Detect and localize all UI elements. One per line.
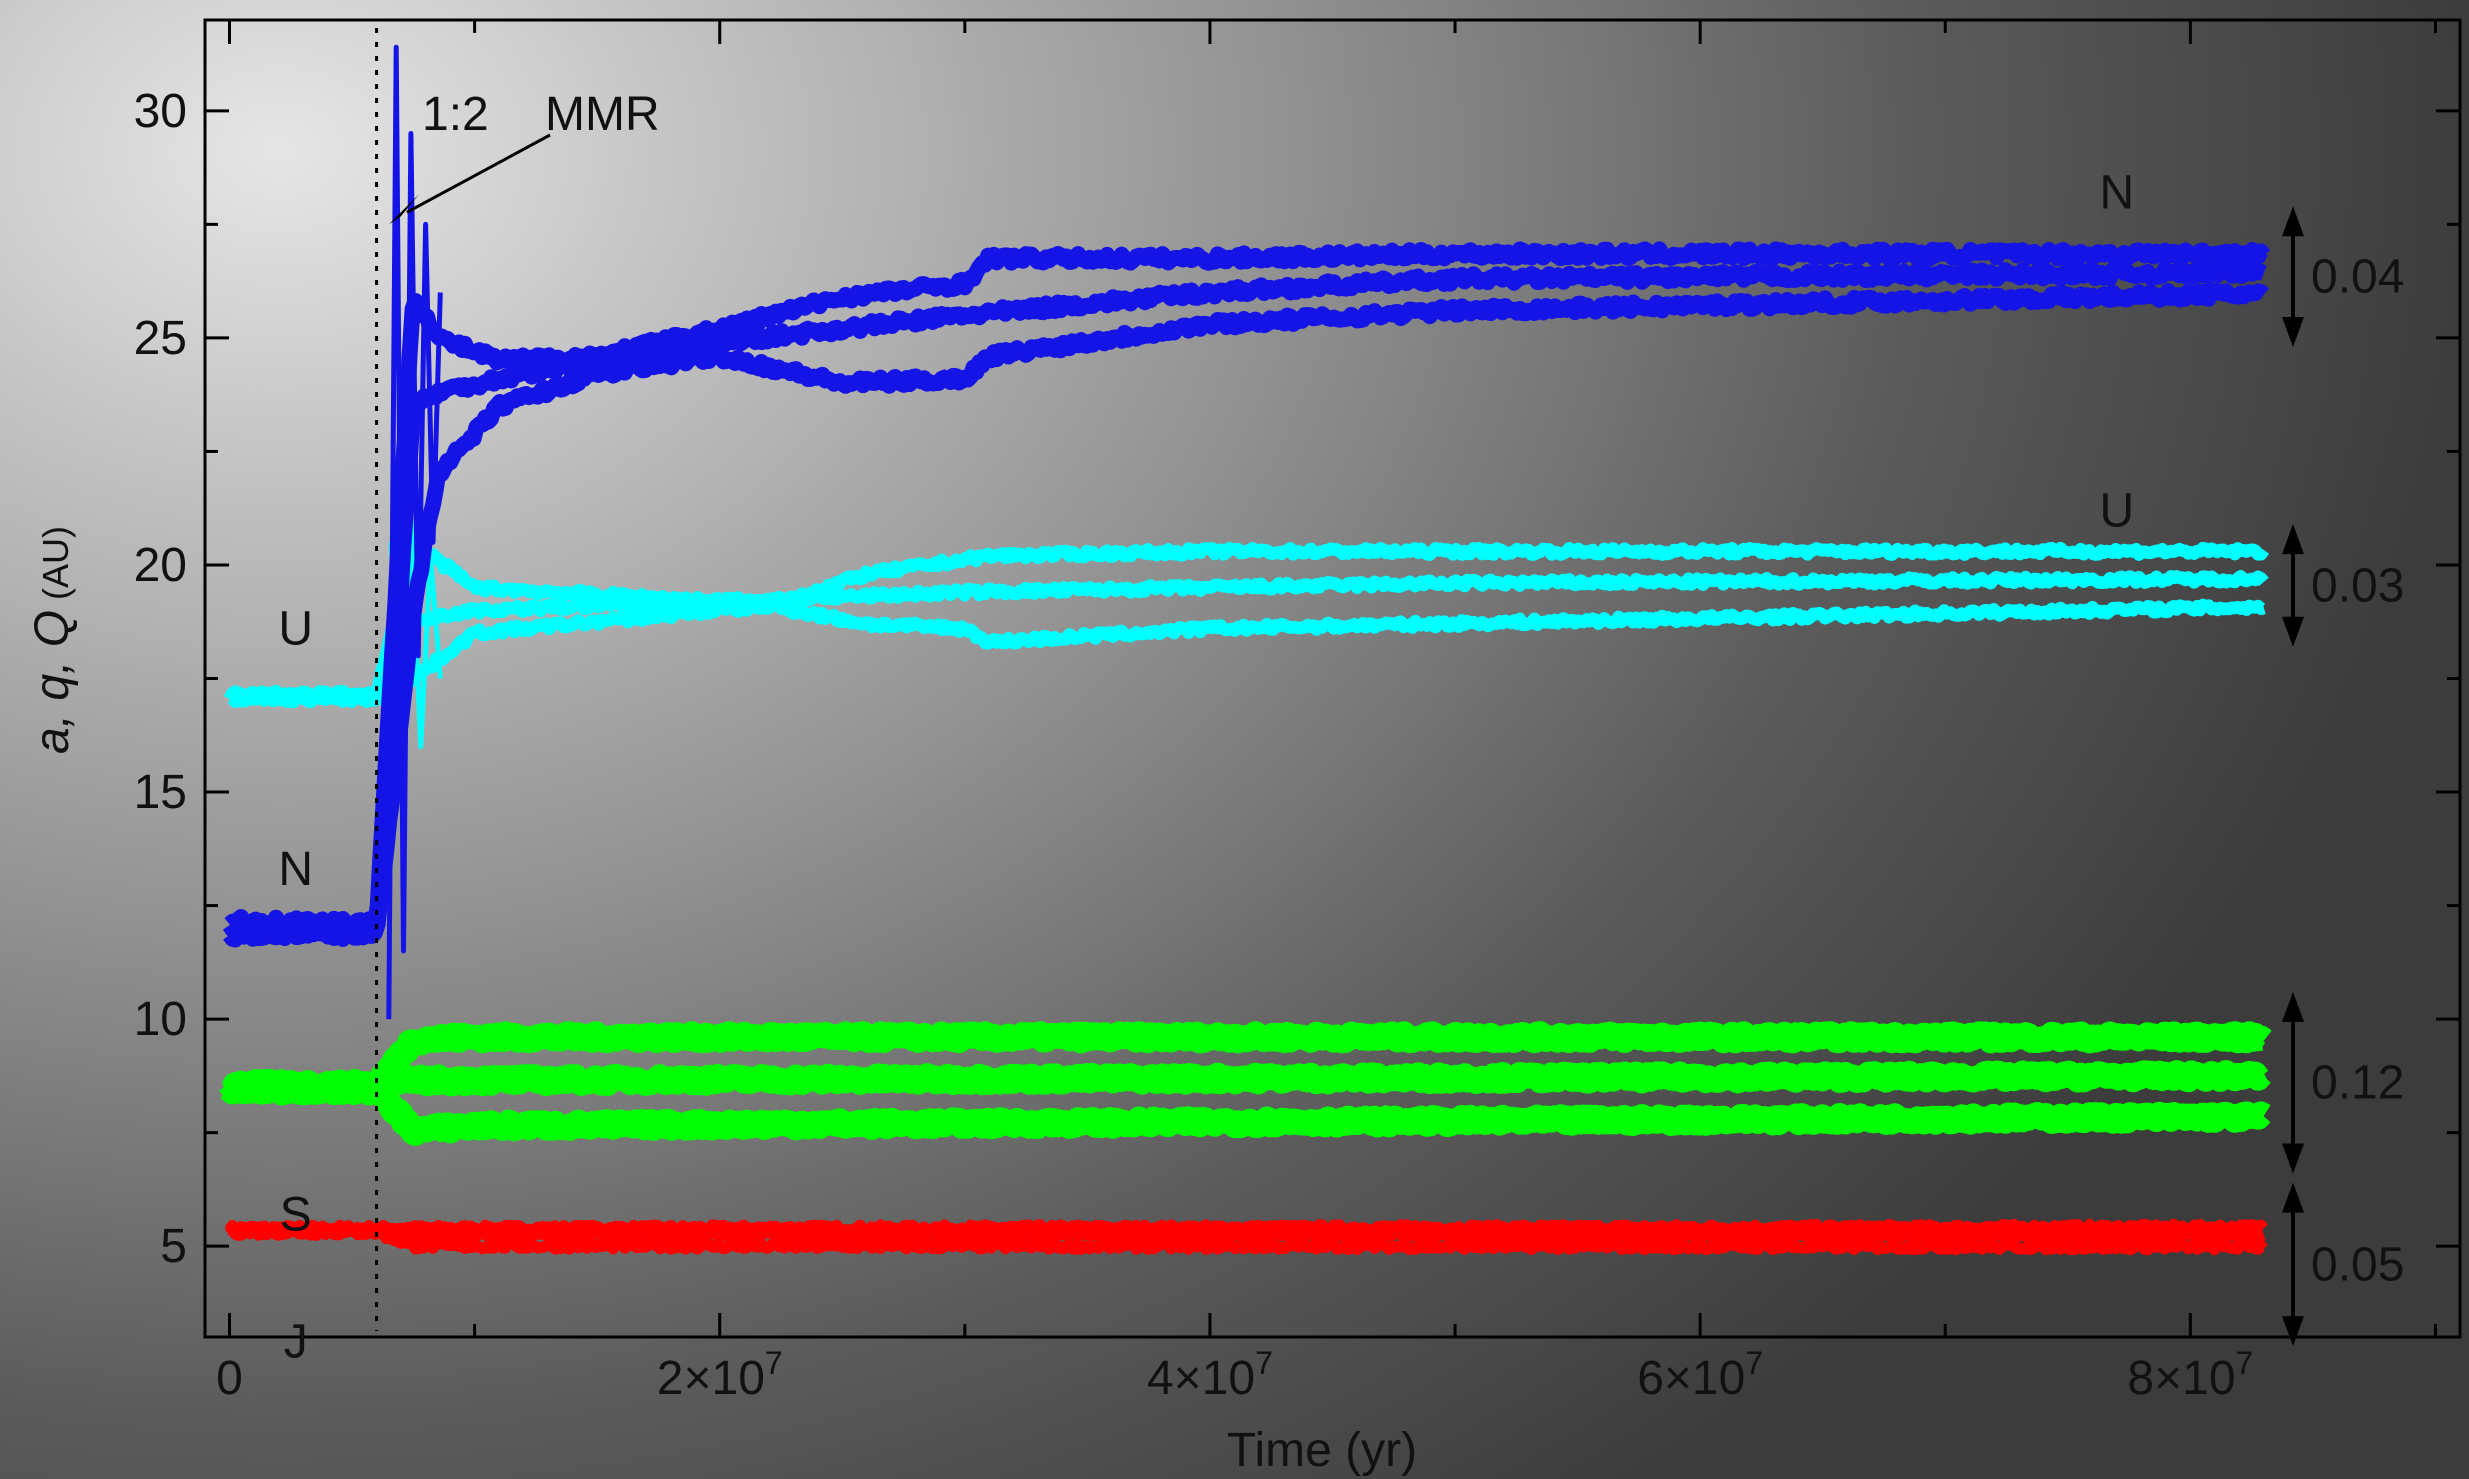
y-axis-label-symbols: a, q, Q [26, 610, 79, 754]
series-U-q-line [226, 598, 2268, 709]
series-N-a-line [222, 260, 2269, 941]
x-tick-label: 8×107 [2127, 1345, 2253, 1405]
y-tick-label: 25 [134, 312, 187, 365]
x-axis-label: Time (yr) [1227, 1424, 1417, 1477]
mmr-arrow-line [406, 133, 551, 214]
y-axis-label: a, q, Q (AU) [26, 526, 79, 754]
planet-label-S: S [280, 1188, 312, 1241]
eccentricity-arrow-head-up [2282, 206, 2304, 237]
y-tick-label: 5 [160, 1220, 187, 1273]
series-S-Q-line [219, 1021, 2274, 1101]
eccentricity-arrow-head-down [2282, 316, 2304, 347]
x-tick-label: 0 [216, 1352, 243, 1405]
eccentricity-arrow-head-down [2282, 1316, 2304, 1347]
series-J-Q-line [224, 1218, 2268, 1237]
x-tick-mantissa: 6×10 [1637, 1352, 1745, 1405]
eccentricity-arrow-head-down [2282, 1143, 2304, 1174]
x-tick-exponent: 7 [1255, 1345, 1273, 1381]
x-tick-exponent: 7 [1745, 1345, 1763, 1381]
data-series-group [219, 44, 2274, 1256]
x-tick-mantissa: 4×10 [1147, 1352, 1255, 1405]
eccentricity-arrow-head-up [2282, 991, 2304, 1022]
mmr-annotation-ratio: 1:2 [422, 88, 489, 141]
y-tick-label: 10 [134, 993, 187, 1046]
mmr-arrow-head [388, 194, 419, 225]
x-tick-label: 2×107 [657, 1345, 783, 1405]
x-tick-mantissa: 0 [216, 1352, 243, 1405]
x-tick-mantissa: 2×10 [657, 1352, 765, 1405]
series-J-a-line [226, 1222, 2267, 1245]
eccentricity-arrow-head-down [2282, 616, 2304, 647]
series-J-q-line [224, 1224, 2268, 1256]
mmr-annotation-text: MMR [545, 88, 660, 141]
eccentricity-arrow-head-up [2282, 524, 2304, 555]
x-tick-mantissa: 8×10 [2127, 1352, 2235, 1405]
x-tick-label: 4×107 [1147, 1345, 1273, 1405]
eccentricity-label: 0.04 [2311, 251, 2404, 304]
series-N-transient-line [386, 44, 443, 1020]
x-tick-exponent: 7 [2236, 1345, 2254, 1381]
eccentricity-label: 0.12 [2311, 1057, 2404, 1110]
series-U-a-line [223, 570, 2269, 707]
planet-label-J: J [284, 1316, 308, 1369]
eccentricity-label: 0.05 [2311, 1238, 2404, 1291]
x-tick-label: 6×107 [1637, 1345, 1763, 1405]
axes-group [205, 20, 2460, 1347]
series-N-q-line [223, 282, 2269, 948]
series-U-Q-line [226, 534, 2270, 704]
eccentricity-label: 0.03 [2311, 559, 2404, 612]
y-tick-label: 30 [134, 85, 187, 138]
planet-label-N: N [278, 843, 313, 896]
y-axis-label-unit: (AU) [35, 526, 76, 600]
planet-label-U: U [278, 603, 313, 656]
x-tick-exponent: 7 [765, 1345, 783, 1381]
planet-label-N: N [2100, 167, 2135, 220]
y-tick-label: 15 [134, 766, 187, 819]
planet-label-U: U [2100, 484, 2135, 537]
y-tick-label: 20 [134, 539, 187, 592]
eccentricity-arrow-head-up [2282, 1182, 2304, 1213]
series-S-q-line [219, 1073, 2274, 1146]
series-S-a-line [219, 1060, 2274, 1104]
